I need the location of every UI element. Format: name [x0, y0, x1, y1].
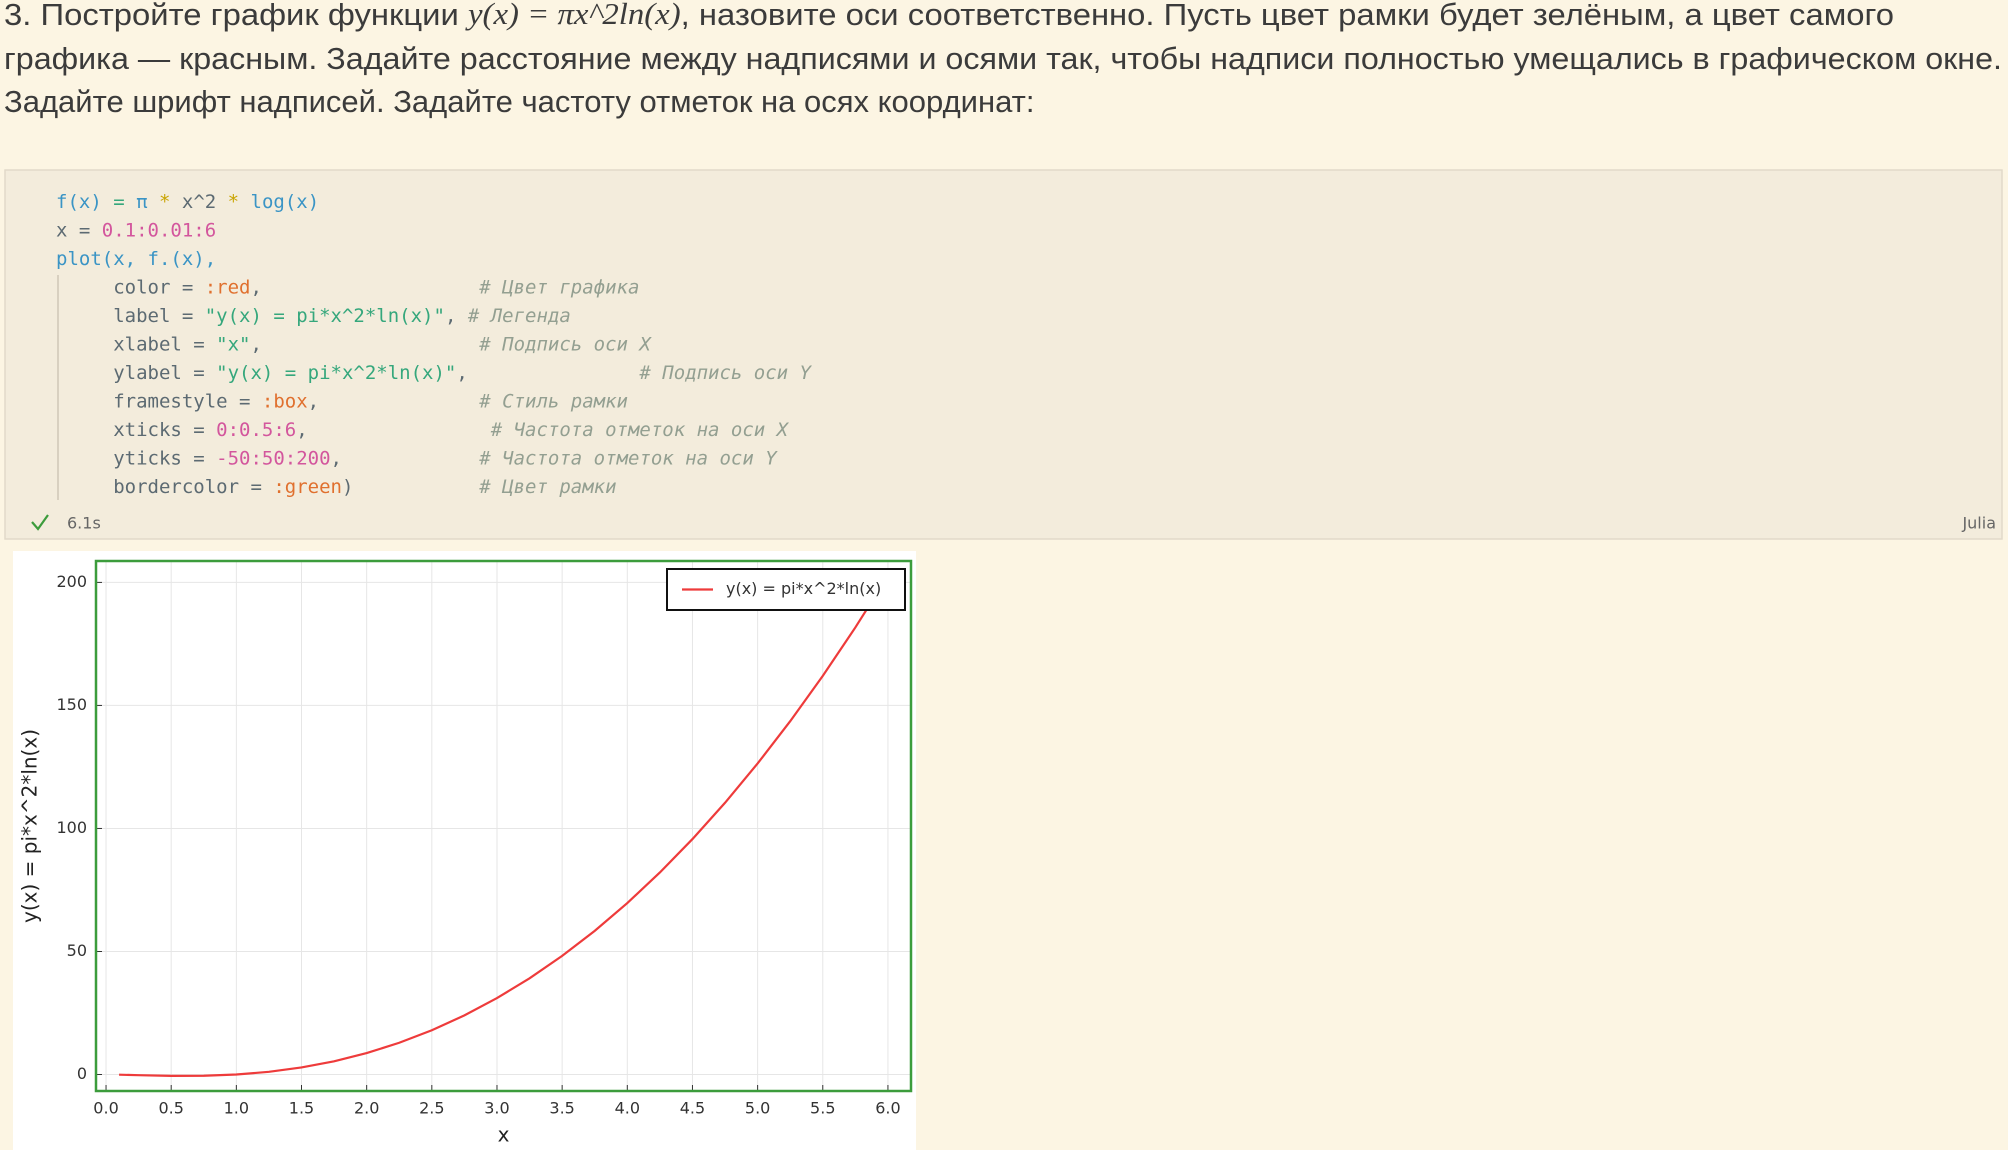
y-tick-label: 50	[67, 941, 87, 960]
code-token: π	[136, 191, 147, 213]
cell-language: Julia	[1961, 514, 1996, 533]
code-token: # Цвет графика	[478, 276, 639, 298]
code-token: "y(x) = pi*x^2*ln(x)"	[205, 305, 445, 327]
x-tick-label: 6.0	[875, 1099, 900, 1118]
x-tick-label: 1.5	[289, 1099, 314, 1118]
code-token: ,	[331, 447, 480, 469]
code-token: plot(x, f.(x),	[56, 248, 216, 270]
code-token: ,	[308, 390, 480, 412]
code-token: =	[102, 191, 136, 213]
chart: 0.0 0.5 1.0 1.5 2.0 2.5 3.0 3.5 4.0 4.5 5.0 5.5 6.0 0…	[18, 559, 913, 1147]
code-token: ,	[296, 419, 490, 441]
code-token: ,	[445, 305, 468, 327]
x-tick-label: 0.5	[158, 1099, 183, 1118]
x-tick-label: 4.5	[680, 1099, 705, 1118]
code-token: bordercolor =	[56, 476, 273, 498]
code-token: # Цвет рамки	[478, 476, 616, 498]
code-token: # Частота отметок на оси X	[490, 419, 790, 441]
task-text: , назовите оси соответственно. Пусть цве…	[681, 0, 1894, 32]
x-axis-label: x	[498, 1123, 510, 1147]
x-tick-label: 1.0	[224, 1099, 249, 1118]
code-token: # Стиль рамки	[478, 390, 628, 412]
task-line: графика — красным. Задайте расстояние ме…	[4, 41, 2002, 76]
y-axis-label: y(x) = pi*x^2*ln(x)	[18, 729, 42, 923]
code-token: :red	[205, 276, 251, 298]
code-token: ,	[250, 276, 479, 298]
code-token: # Частота отметок на оси Y	[478, 447, 778, 469]
y-tick-label: 150	[56, 695, 87, 714]
code-token: color =	[56, 276, 205, 298]
code-token: # Подпись оси Y	[638, 362, 812, 384]
code-token: # Легенда	[467, 305, 571, 327]
code-line: xlabel = "x", # Подпись оси X	[56, 333, 652, 355]
status-check	[31, 514, 49, 531]
code-token: f(x)	[56, 191, 102, 213]
code-line: color = :red, # Цвет графика	[56, 276, 639, 298]
legend-label: y(x) = pi*x^2*ln(x)	[726, 579, 881, 598]
x-tick-label: 5.5	[810, 1099, 835, 1118]
code-token: xlabel =	[56, 333, 216, 355]
code-token: "y(x) = pi*x^2*ln(x)"	[216, 362, 456, 384]
code-line: f(x) = π * x^2 * log(x)	[56, 191, 319, 213]
code-token: )	[342, 476, 479, 498]
y-tick-label: 200	[56, 572, 87, 591]
code-line: label = "y(x) = pi*x^2*ln(x)", # Легенда	[56, 305, 571, 327]
code-token: # Подпись оси X	[478, 333, 652, 355]
code-token: x^2	[182, 191, 216, 213]
code-line: plot(x, f.(x),	[56, 248, 216, 270]
code-token: ,	[456, 362, 639, 384]
code-token: label =	[56, 305, 205, 327]
y-tick-label: 0	[77, 1064, 87, 1083]
plot-background	[13, 551, 916, 1150]
x-tick-label: 2.5	[419, 1099, 444, 1118]
exec-time: 6.1s	[67, 514, 101, 533]
code-token: "x"	[216, 333, 250, 355]
task-text: 3. Постройте график функции	[4, 0, 468, 32]
code-line: yticks = -50:50:200, # Частота отметок н…	[56, 447, 778, 469]
code-token: *	[148, 191, 182, 213]
code-token: framestyle =	[56, 390, 262, 412]
x-tick-label: 2.0	[354, 1099, 379, 1118]
plot-frame	[94, 559, 913, 1093]
task-math: y(x) = πx^2ln(x)	[465, 0, 681, 31]
code-cell[interactable]	[4, 169, 2003, 540]
code-line: framestyle = :box, # Стиль рамки	[56, 390, 628, 412]
code-token: :green	[273, 476, 342, 498]
x-tick-label: 0.0	[93, 1099, 118, 1118]
x-tick-label: 5.0	[745, 1099, 770, 1118]
task-line: 3. Постройте график функции y(x) = πx^2l…	[4, 0, 1894, 32]
code-token: :box	[262, 390, 308, 412]
task-line: Задайте шрифт надписей. Задайте частоту …	[4, 84, 1034, 119]
code-block: f(x) = π * x^2 * log(x) x = 0.1:0.01:6 plo…	[56, 191, 813, 498]
x-tick-label: 3.5	[549, 1099, 574, 1118]
data-line	[119, 575, 889, 1077]
y-tick-label: 100	[56, 818, 87, 837]
x-tick-label: 4.0	[615, 1099, 640, 1118]
code-line: ylabel = "y(x) = pi*x^2*ln(x)", # Подпис…	[56, 362, 813, 384]
code-token: 0:0.5:6	[216, 419, 296, 441]
code-token: ,	[250, 333, 479, 355]
code-token: log(x)	[251, 191, 320, 213]
code-token: -50:50:200	[216, 447, 330, 469]
code-line: x = 0.1:0.01:6	[56, 219, 216, 241]
code-line: xticks = 0:0.5:6, # Частота отметок на о…	[56, 419, 790, 441]
code-token: x =	[56, 219, 102, 241]
code-line: bordercolor = :green) # Цвет рамки	[56, 476, 617, 498]
code-token: yticks =	[56, 447, 216, 469]
x-tick-label: 3.0	[484, 1099, 509, 1118]
code-token: ylabel =	[56, 362, 216, 384]
code-token: xticks =	[56, 419, 216, 441]
code-token: 0.1:0.01:6	[102, 219, 216, 241]
code-token: *	[216, 191, 250, 213]
